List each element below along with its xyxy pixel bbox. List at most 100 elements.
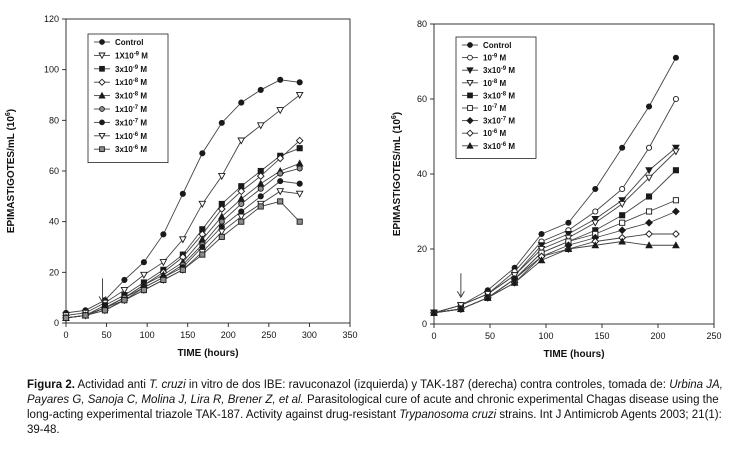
right-series-1-point-9 — [672, 95, 679, 103]
right-legend-marker-2 — [466, 67, 474, 75]
right-series-5-line — [433, 199, 677, 314]
left-series-6-point-10 — [257, 193, 264, 200]
right-y-axis-label: EPIMASTIGOTES/mL (106) — [391, 112, 403, 236]
left-series-8 — [62, 198, 303, 321]
left-series-5-point-10 — [257, 185, 264, 192]
left-series-3-point-9 — [237, 187, 246, 196]
right-legend-label-1: 10-9 M — [483, 54, 506, 63]
right-legend-label-2-base: 3x10 — [483, 66, 501, 75]
left-series-0-point-7 — [199, 150, 206, 157]
right-legend-label-7-unit: M — [497, 129, 506, 138]
right-series-2-point-8 — [645, 167, 653, 175]
left-legend-label-1: 1X10-9 M — [115, 51, 148, 60]
left-series-6-point-7 — [199, 243, 206, 251]
right-legend-marker-8 — [466, 141, 474, 149]
figure-caption: Figura 2. Actividad anti T. cruzi in vit… — [27, 378, 727, 438]
left-series-8-point-3 — [121, 297, 128, 304]
left-series-2-point-12 — [296, 145, 303, 152]
right-legend-marker-1 — [467, 54, 473, 61]
left-series-1-point-11 — [276, 107, 285, 115]
left-series-0-point-8 — [218, 119, 225, 126]
left-series-8-point-10 — [257, 203, 264, 210]
right-series-2-point-6 — [591, 215, 600, 224]
caption-authors: Urbina JA, Payares G, Sanoja C, Molina J… — [27, 379, 723, 406]
right-legend-marker-3 — [466, 79, 474, 87]
right-xtick-label-3: 150 — [594, 331, 609, 341]
right-legend-label-5-base: 10 — [483, 104, 492, 113]
right-series-6-point-7 — [618, 226, 627, 235]
right-legend-label-3-base: 10 — [483, 79, 492, 88]
left-series-0-point-3 — [121, 276, 128, 283]
right-legend-label-5-unit: M — [497, 104, 506, 113]
left-legend-label-3: 1x10-8 M — [115, 78, 147, 87]
left-arrow-head — [98, 296, 107, 304]
right-series-0-point-8 — [645, 103, 653, 110]
right-legend-marker-4 — [467, 92, 473, 99]
right-series-3-point-5 — [564, 234, 573, 242]
left-xtick-label-1: 50 — [102, 330, 112, 340]
right-arrow-head — [456, 291, 465, 299]
right-ytick-label-1: 20 — [417, 244, 427, 254]
right-series-5 — [430, 197, 679, 316]
right-series-0-point-7 — [619, 144, 626, 151]
right-legend-label-6-unit: M — [506, 117, 515, 126]
left-series-0-point-4 — [140, 259, 147, 266]
right-ytick-label-0: 0 — [422, 319, 427, 329]
right-legend-label-2-unit: M — [506, 66, 515, 75]
left-legend-label-6-unit: M — [138, 118, 147, 127]
left-legend-label-8-base: 3x10 — [115, 145, 133, 154]
left-series-7-point-11 — [276, 188, 285, 196]
right-series-2-point-7 — [618, 197, 627, 205]
left-legend-label-2-unit: M — [138, 65, 147, 74]
right-legend-label-5: 10-7 M — [483, 104, 506, 113]
left-legend-label-7-base: 1x10 — [115, 132, 133, 141]
left-series-5-point-11 — [277, 170, 284, 177]
left-legend-label-3-unit: M — [138, 78, 147, 87]
left-series-7-point-12 — [295, 190, 304, 198]
right-series-7-point-8 — [645, 230, 653, 238]
right-legend-label-4-exp: -8 — [501, 91, 507, 97]
right-series-7-point-9 — [672, 230, 680, 238]
left-legend-label-8-unit: M — [138, 145, 147, 154]
right-legend-label-6-exp: -7 — [501, 117, 507, 123]
left-x-axis-label: TIME (hours) — [177, 348, 238, 359]
left-legend-label-5-exp: -7 — [133, 105, 139, 111]
left-series-1-point-6 — [178, 236, 187, 244]
left-legend-label-1-exp: -9 — [134, 51, 140, 57]
left-legend-label-5: 1x10-7 M — [115, 105, 147, 114]
right-y-axis-label-text: EPIMASTIGOTES/mL (10 — [392, 119, 403, 236]
left-legend-label-0: Control — [115, 38, 143, 47]
left-series-3-point-10 — [256, 172, 265, 180]
right-series-6-point-8 — [645, 218, 653, 227]
left-series-1-point-5 — [159, 259, 168, 267]
left-legend-marker-2 — [99, 65, 105, 72]
left-xtick-label-5: 250 — [261, 330, 276, 340]
left-series-1-point-7 — [198, 200, 207, 208]
right-legend-label-7-base: 10 — [483, 129, 492, 138]
left-legend-marker-6 — [99, 119, 105, 126]
left-series-1-point-9 — [237, 137, 246, 145]
left-arrow-marker — [98, 278, 107, 304]
left-series-4-point-12 — [295, 159, 304, 167]
right-legend-label-2-exp: -9 — [501, 66, 507, 72]
right-series-0-point-5 — [565, 219, 572, 226]
right-series-4-point-9 — [672, 167, 679, 174]
right-legend-label-3-exp: -8 — [492, 79, 498, 85]
left-series-1-point-10 — [256, 122, 265, 130]
right-series-8-point-9 — [672, 241, 680, 249]
left-series-8-point-9 — [238, 218, 245, 225]
left-series-2 — [62, 145, 303, 321]
right-series-3-point-4 — [537, 245, 546, 254]
right-legend-marker-0 — [467, 42, 473, 48]
right-legend-label-1-unit: M — [497, 54, 506, 63]
left-series-8-point-1 — [82, 312, 89, 319]
right-series-8 — [430, 237, 680, 316]
left-legend-label-4-unit: M — [138, 92, 147, 101]
left-legend-label-2-exp: -9 — [133, 65, 139, 71]
left-series-7-point-8 — [217, 228, 226, 236]
left-series-8-point-2 — [101, 307, 108, 314]
left-legend-label-2: 3x10-9 M — [115, 65, 147, 74]
right-legend-label-5-exp: -7 — [492, 104, 498, 110]
left-legend-label-7: 1x10-6 M — [115, 132, 147, 141]
